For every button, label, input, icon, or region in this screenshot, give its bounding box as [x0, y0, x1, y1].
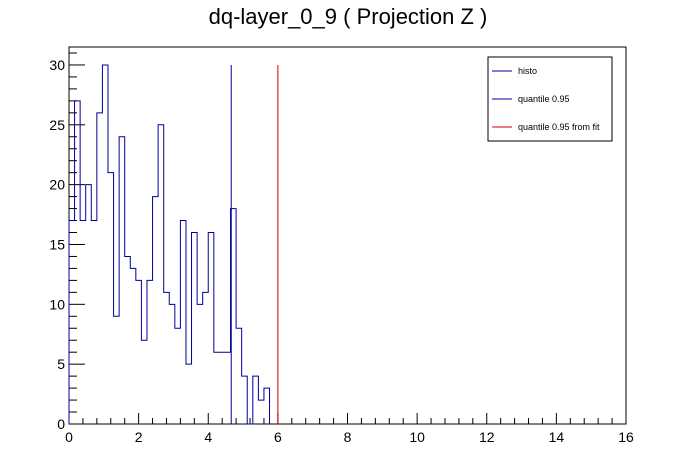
y-tick-label: 20: [49, 177, 65, 193]
y-tick-label: 0: [57, 416, 65, 432]
x-tick-label: 8: [344, 429, 352, 445]
x-tick-label: 10: [409, 429, 425, 445]
y-tick-label: 25: [49, 117, 65, 133]
legend-label-histo: histo: [518, 66, 537, 76]
y-tick-label: 10: [49, 296, 65, 312]
legend-label-quantile-fit: quantile 0.95 from fit: [518, 122, 600, 132]
x-tick-label: 4: [204, 429, 212, 445]
y-tick-label: 30: [49, 57, 65, 73]
x-tick-label: 2: [135, 429, 143, 445]
x-tick-label: 0: [65, 429, 73, 445]
chart-title: dq-layer_0_9 ( Projection Z ): [209, 4, 488, 29]
y-tick-label: 15: [49, 236, 65, 252]
x-tick-label: 16: [618, 429, 634, 445]
x-tick-label: 14: [549, 429, 565, 445]
axis-tick-labels: 0 2 4 6 8 10 12 14 16 0 5 10 15 20 25 30: [49, 57, 634, 445]
x-tick-label: 6: [274, 429, 282, 445]
histo-series: [68, 64, 271, 425]
legend: histo quantile 0.95 quantile 0.95 from f…: [487, 56, 613, 142]
x-tick-label: 12: [479, 429, 495, 445]
legend-label-quantile: quantile 0.95: [518, 94, 570, 104]
y-tick-label: 5: [57, 356, 65, 372]
series-layer: [68, 64, 279, 425]
